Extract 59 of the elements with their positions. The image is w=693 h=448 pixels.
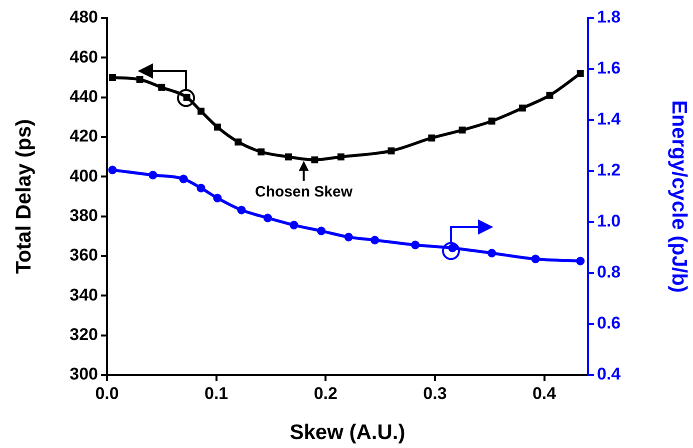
point: [458, 126, 466, 134]
point: [214, 124, 221, 131]
y-tick-label: 420: [70, 126, 98, 146]
point: [284, 153, 292, 160]
y-tick-label: 360: [70, 246, 98, 265]
point: [237, 206, 246, 214]
annotation: Chosen Skew: [255, 183, 353, 200]
x-axis-title: Skew (A.U.): [290, 421, 406, 444]
point: [108, 74, 116, 81]
point: [148, 170, 158, 180]
point: [263, 214, 272, 222]
point: [316, 226, 326, 236]
point: [546, 92, 554, 99]
y-tick-label: 320: [70, 325, 98, 344]
y2-tick-label: 0.8: [597, 262, 621, 282]
y2-tick-label: 1.2: [597, 160, 621, 180]
point: [311, 156, 318, 164]
point: [370, 236, 380, 244]
point: [576, 256, 585, 266]
y2-tick-label: 1.0: [597, 212, 621, 231]
y-tick-label: 440: [70, 87, 98, 106]
point: [108, 166, 117, 174]
y2-tick-label: 0.6: [597, 314, 621, 333]
x-tick-label: 0.2: [314, 384, 338, 403]
y-tick-label: 460: [70, 47, 98, 66]
point: [198, 108, 204, 115]
y-tick-label: 300: [70, 364, 98, 384]
point: [344, 232, 353, 242]
y2-tick-label: 1.8: [597, 8, 621, 27]
y-tick-label: 400: [70, 166, 98, 186]
point: [410, 240, 420, 250]
point: [518, 104, 526, 112]
point: [179, 174, 188, 184]
x-tick-label: 0.3: [423, 384, 447, 403]
x-tick-label: 0.4: [532, 384, 557, 403]
point: [290, 220, 298, 230]
y-tick-label: 480: [70, 8, 98, 27]
point: [576, 70, 584, 78]
point: [136, 76, 144, 83]
x-tick-label: 0.0: [95, 384, 119, 403]
y-axis-title: Total Delay (ps): [12, 119, 36, 274]
x-tick-label: 0.1: [204, 384, 228, 403]
y-tick-label: 340: [70, 285, 98, 304]
y-tick-label: 380: [70, 206, 98, 226]
point: [158, 84, 166, 91]
y2-axis-title: Energy/cycle (pJ/b): [668, 100, 691, 293]
point: [428, 134, 436, 142]
point: [337, 153, 344, 160]
y2-tick-label: 0.4: [597, 364, 622, 384]
point: [531, 254, 540, 264]
point: [196, 184, 206, 192]
point: [388, 147, 395, 154]
point: [488, 248, 496, 258]
point: [234, 138, 242, 146]
y2-tick-label: 1.4: [597, 110, 622, 129]
point: [258, 148, 265, 156]
point: [213, 194, 222, 202]
y2-tick-label: 1.6: [597, 58, 621, 78]
point: [488, 118, 496, 125]
